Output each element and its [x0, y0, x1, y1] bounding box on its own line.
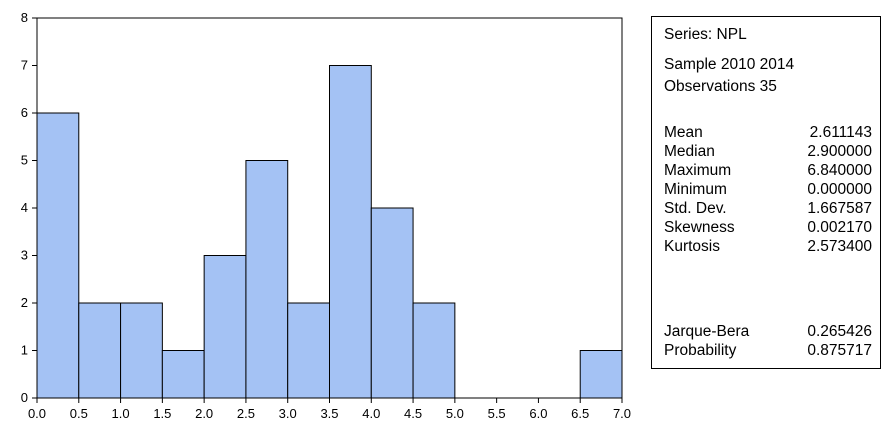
y-tick-label: 0 [21, 390, 28, 405]
x-tick-label: 4.5 [404, 406, 422, 421]
stat-value: 2.573400 [807, 238, 872, 255]
x-axis: 0.0 0.5 1.0 1.5 2.0 2.5 3.0 3.5 4.0 4.5 5.0 5.5 6.0 6… [28, 398, 631, 421]
y-tick-label: 2 [21, 295, 28, 310]
statistics-panel: Series: NPL Sample 2010 2014 Observation… [651, 16, 881, 369]
y-tick-label: 1 [21, 343, 28, 358]
series-name: Series: NPL [664, 26, 747, 43]
x-tick-label: 3.5 [320, 406, 338, 421]
histogram-bar [287, 302, 331, 399]
stat-row: Probability 0.875717 [664, 341, 872, 360]
stat-label: Skewness [664, 219, 735, 236]
stat-row: Std. Dev. 1.667587 [664, 199, 872, 218]
x-tick-label: 0.0 [28, 406, 46, 421]
stat-value: 2.611143 [809, 124, 872, 141]
histogram-bar [412, 302, 456, 399]
stat-value: 0.875717 [807, 342, 872, 359]
histogram-chart: 0 1 2 3 4 5 6 7 8 0.0 0.5 1.0 1.5 2.0 2.5 3.0 3.5 4.0 4.5… [21, 10, 631, 421]
y-tick-label: 6 [21, 105, 28, 120]
y-axis: 0 1 2 3 4 5 6 7 8 [21, 10, 37, 405]
stat-label: Maximum [664, 162, 732, 179]
sample-range: Sample 2010 2014 [664, 56, 795, 73]
stat-label: Probability [664, 342, 737, 359]
x-tick-label: 1.5 [153, 406, 171, 421]
stat-row: Skewness 0.002170 [664, 218, 872, 237]
stat-value: 6.840000 [807, 162, 872, 179]
y-tick-label: 7 [21, 58, 28, 73]
histogram-bar [370, 207, 414, 399]
histogram-bar [579, 350, 623, 399]
stat-row: Jarque-Bera 0.265426 [664, 322, 872, 341]
stat-row: Minimum 0.000000 [664, 180, 872, 199]
stat-row: Median 2.900000 [664, 142, 872, 161]
y-tick-label: 5 [21, 153, 28, 168]
histogram-bar [36, 112, 80, 399]
histogram-bar [161, 350, 205, 399]
stat-row: Kurtosis 2.573400 [664, 237, 872, 256]
histogram-bar [120, 302, 163, 399]
stat-value: 0.000000 [807, 181, 872, 198]
x-tick-label: 2.0 [195, 406, 213, 421]
stat-value: 0.265426 [807, 323, 872, 340]
x-tick-label: 3.0 [279, 406, 297, 421]
histogram-bars [36, 65, 623, 399]
stat-value: 1.667587 [807, 200, 872, 217]
stat-label: Median [664, 143, 715, 160]
histogram-bar [245, 160, 289, 399]
histogram-bar [203, 255, 247, 399]
y-tick-label: 3 [21, 248, 28, 263]
stat-label: Mean [664, 124, 703, 141]
stat-value: 2.900000 [807, 143, 872, 160]
x-tick-label: 5.0 [446, 406, 464, 421]
x-tick-label: 6.0 [529, 406, 547, 421]
y-tick-label: 8 [21, 10, 28, 25]
x-tick-label: 4.0 [362, 406, 380, 421]
stat-label: Minimum [664, 181, 727, 198]
histogram-bar [78, 302, 122, 399]
x-tick-label: 6.5 [571, 406, 589, 421]
x-tick-label: 0.5 [70, 406, 88, 421]
stat-value: 0.002170 [807, 219, 872, 236]
stat-row: Mean 2.611143 [664, 123, 872, 142]
stat-label: Jarque-Bera [664, 323, 750, 340]
observations-count: Observations 35 [664, 78, 777, 95]
x-tick-label: 2.5 [237, 406, 255, 421]
x-tick-label: 7.0 [613, 406, 631, 421]
stat-row: Maximum 6.840000 [664, 161, 872, 180]
x-tick-label: 1.0 [112, 406, 130, 421]
stat-label: Std. Dev. [664, 200, 727, 217]
y-tick-label: 4 [21, 200, 28, 215]
stat-label: Kurtosis [664, 238, 720, 255]
x-tick-label: 5.5 [488, 406, 506, 421]
histogram-bar [329, 65, 372, 399]
